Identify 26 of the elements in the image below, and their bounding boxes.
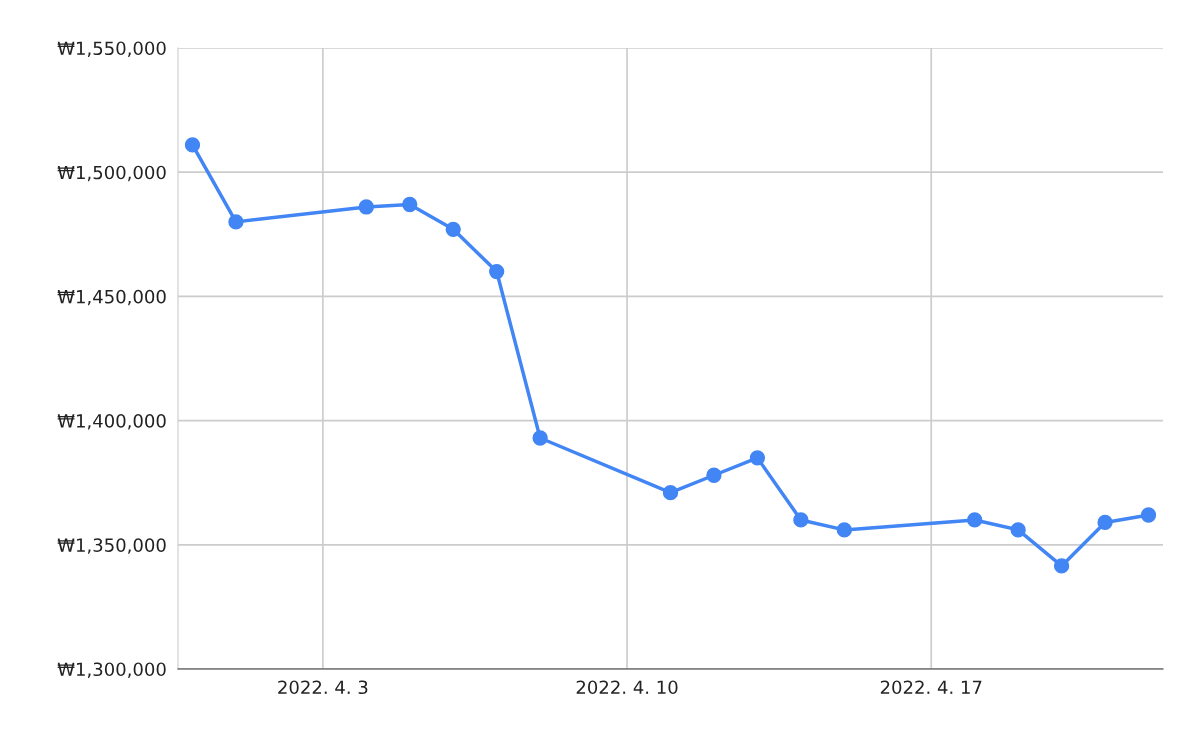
point [706, 467, 722, 483]
y-tick-label: ₩1,450,000 [57, 289, 166, 306]
point [184, 137, 201, 153]
point [749, 450, 766, 466]
x-tick-label: 2022. 4. 10 [576, 680, 678, 695]
point [662, 484, 679, 501]
y-tick-label: ₩1,400,000 [57, 414, 166, 430]
point [967, 512, 983, 528]
y-tick-label: ₩1,500,000 [57, 165, 166, 182]
point [1140, 507, 1157, 523]
point [1097, 514, 1113, 531]
point [1010, 522, 1026, 538]
point [228, 214, 244, 230]
point [532, 430, 548, 446]
point [402, 196, 418, 213]
point [489, 263, 505, 280]
y-tick-label: ₩1,550,000 [57, 41, 166, 57]
x-tick-label: 2022. 4. 17 [880, 680, 982, 695]
point [358, 199, 374, 215]
point [445, 221, 461, 237]
y-tick-label: ₩1,300,000 [57, 662, 166, 678]
point [1053, 558, 1070, 574]
point [836, 522, 852, 538]
point [793, 512, 809, 528]
x-tick-label: 2022. 4. 3 [278, 680, 368, 695]
y-tick-label: ₩1,350,000 [57, 538, 166, 554]
